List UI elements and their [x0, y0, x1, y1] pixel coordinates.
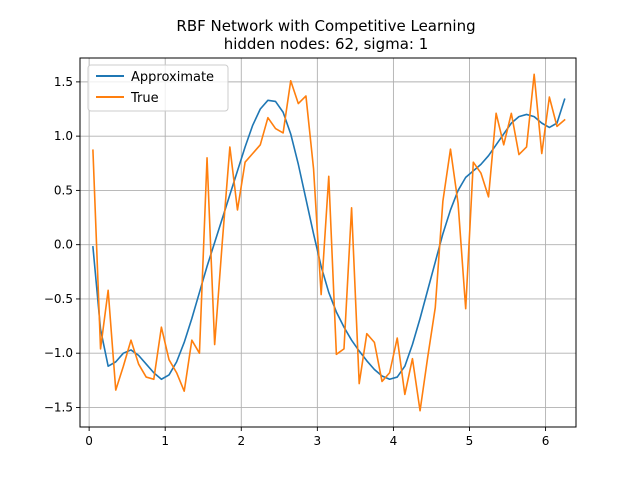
x-tick-label: 0 — [85, 434, 93, 448]
legend-label-true: True — [130, 91, 159, 106]
y-tick-label: 0.5 — [54, 183, 73, 197]
y-tick-label: 1.5 — [54, 75, 73, 89]
chart-title: RBF Network with Competitive Learning — [176, 17, 475, 35]
series-line-true — [92, 73, 566, 412]
x-tick-label: 6 — [542, 434, 550, 448]
y-tick-label: 0.0 — [54, 238, 73, 252]
grid — [80, 58, 576, 427]
x-tick-label: 2 — [237, 434, 245, 448]
y-tick-label: −1.5 — [44, 400, 73, 414]
series-line-approximate — [92, 98, 566, 381]
chart-subtitle: hidden nodes: 62, sigma: 1 — [224, 35, 429, 53]
legend-label-approximate: Approximate — [131, 70, 214, 85]
x-tick-label: 4 — [390, 434, 398, 448]
y-tick-label: −1.0 — [44, 346, 73, 360]
y-tick-label: 1.0 — [54, 129, 73, 143]
series-layer — [92, 73, 566, 412]
axes-frame — [79, 57, 577, 428]
legend: Approximate True — [87, 64, 229, 112]
x-tick-label: 3 — [314, 434, 322, 448]
y-tick-label: −0.5 — [44, 292, 73, 306]
ticks: 0 1 2 3 4 5 6 −1.5 −1.0 −0.5 0.0 0.5 1.0 1.5 — [44, 75, 550, 448]
x-tick-label: 5 — [466, 434, 474, 448]
x-tick-label: 1 — [161, 434, 169, 448]
